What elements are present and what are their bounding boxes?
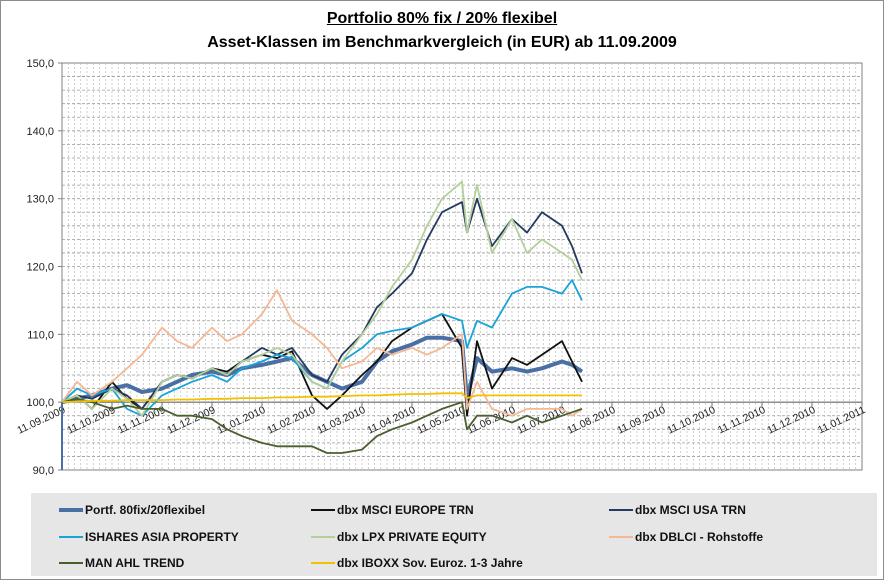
y-tick-label: 150,0 [26,58,54,70]
line-chart: 90,0100,0110,0120,0130,0140,0150,011.09.… [15,58,867,477]
legend: Portf. 80fix/20flexibel dbx MSCI EUROPE T… [31,493,877,576]
legend-label: dbx MSCI EUROPE TRN [337,503,474,517]
series-line-5 [61,180,583,417]
legend-swatch [59,562,83,564]
y-tick-label: 120,0 [26,262,54,274]
legend-item: ISHARES ASIA PROPERTY [59,530,239,544]
legend-item: Portf. 80fix/20flexibel [59,503,205,517]
chart-subtitle: Asset-Klassen im Benchmarkvergleich (in … [207,34,677,51]
legend-label: ISHARES ASIA PROPERTY [85,530,239,544]
legend-label: dbx DBLCI - Rohstoffe [635,530,763,544]
legend-item: dbx MSCI USA TRN [609,503,746,517]
legend-label: dbx MSCI USA TRN [635,503,746,517]
legend-swatch [59,508,83,512]
series-line-8 [61,392,582,404]
legend-label: dbx IBOXX Sov. Euroz. 1-3 Jahre [337,556,523,570]
series-line-1 [61,335,584,405]
y-tick-label: 100,0 [26,397,54,409]
legend-swatch [609,536,633,538]
y-tick-label: 110,0 [27,329,54,341]
y-tick-label: 90,0 [33,465,54,477]
legend-item: dbx MSCI EUROPE TRN [311,503,474,517]
legend-item: dbx LPX PRIVATE EQUITY [311,530,487,544]
legend-item: MAN AHL TREND [59,556,184,570]
legend-label: dbx LPX PRIVATE EQUITY [337,530,487,544]
series-line-3 [61,197,583,410]
legend-label: MAN AHL TREND [85,556,185,570]
series-line-6 [61,289,583,417]
legend-item: dbx DBLCI - Rohstoffe [609,530,763,544]
legend-swatch [311,562,335,564]
legend-item: dbx IBOXX Sov. Euroz. 1-3 Jahre [311,556,523,570]
legend-label: Portf. 80fix/20flexibel [85,503,206,517]
legend-swatch [609,509,633,511]
y-tick-label: 140,0 [26,126,54,138]
legend-swatch [311,509,335,511]
chart-title: Portfolio 80% fix / 20% flexibel [326,10,558,27]
legend-swatch [311,536,335,538]
y-tick-label: 130,0 [26,194,54,206]
series-line-7 [61,397,583,454]
legend-swatch [59,536,83,538]
